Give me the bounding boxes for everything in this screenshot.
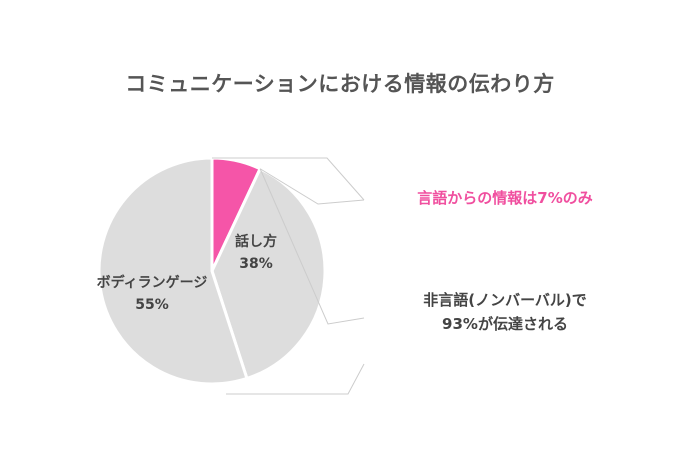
slice-label-2: ボディランゲージ	[97, 274, 208, 291]
nonverbal-bracket-top	[259, 168, 365, 325]
slice-percent-2: 55%	[135, 297, 169, 313]
nonverbal-callout-line2: 93%が伝達される	[442, 315, 568, 333]
slice-percent-1: 38%	[239, 256, 273, 272]
pie-slice-1	[210, 167, 327, 380]
nonverbal-callout-line1: 非言語(ノンバーバル)で	[423, 291, 587, 309]
nonverbal-callout: 非言語(ノンバーバル)で 93%が伝達される	[380, 288, 630, 336]
slice-label-1: 話し方	[235, 233, 277, 250]
nonverbal-bracket-bottom	[226, 363, 365, 395]
verbal-callout: 言語からの情報は7%のみ	[417, 189, 593, 207]
verbal-bracket-bottom	[259, 168, 365, 205]
verbal-bracket-top	[212, 157, 365, 201]
chart-title: コミュニケーションにおける情報の伝わり方	[125, 72, 555, 96]
pie-slice-2	[97, 156, 249, 386]
